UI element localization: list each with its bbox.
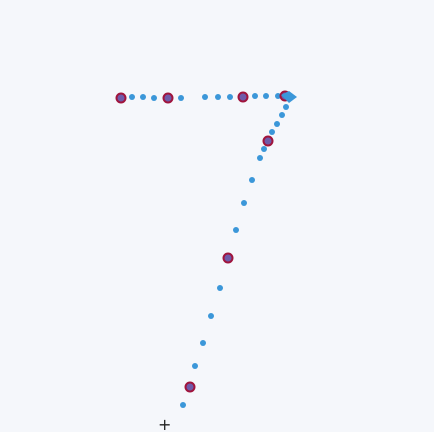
trace-anchor-point[interactable] xyxy=(115,92,127,104)
trace-dot xyxy=(279,112,285,118)
trace-dot xyxy=(200,340,206,346)
trace-dot xyxy=(283,104,289,110)
trace-anchor-point[interactable] xyxy=(184,381,196,393)
trace-dot xyxy=(151,95,157,101)
trace-anchor-point[interactable] xyxy=(262,135,274,147)
crosshair-icon: + xyxy=(158,415,172,432)
trace-dot xyxy=(192,363,198,369)
trace-dot xyxy=(257,155,263,161)
trace-dot xyxy=(249,177,255,183)
trace-dot xyxy=(269,129,275,135)
trace-dot xyxy=(215,94,221,100)
trace-dot xyxy=(252,93,258,99)
trace-dot xyxy=(275,93,281,99)
trace-dot xyxy=(180,402,186,408)
trace-anchor-point[interactable] xyxy=(162,92,174,104)
trace-anchors xyxy=(115,90,291,393)
trace-dot xyxy=(202,94,208,100)
trace-dot xyxy=(261,146,267,152)
trace-dot xyxy=(129,94,135,100)
trace-dot xyxy=(208,313,214,319)
corner-marker xyxy=(281,91,297,103)
trace-dot xyxy=(263,93,269,99)
trace-anchor-point[interactable] xyxy=(222,252,234,264)
trace-dot xyxy=(140,94,146,100)
trace-dot xyxy=(227,94,233,100)
trace-dot xyxy=(217,285,223,291)
trace-dot xyxy=(274,121,280,127)
trace-anchor-point[interactable] xyxy=(237,91,249,103)
trace-dot xyxy=(233,227,239,233)
trace-dot xyxy=(178,95,184,101)
trace-dot xyxy=(241,200,247,206)
